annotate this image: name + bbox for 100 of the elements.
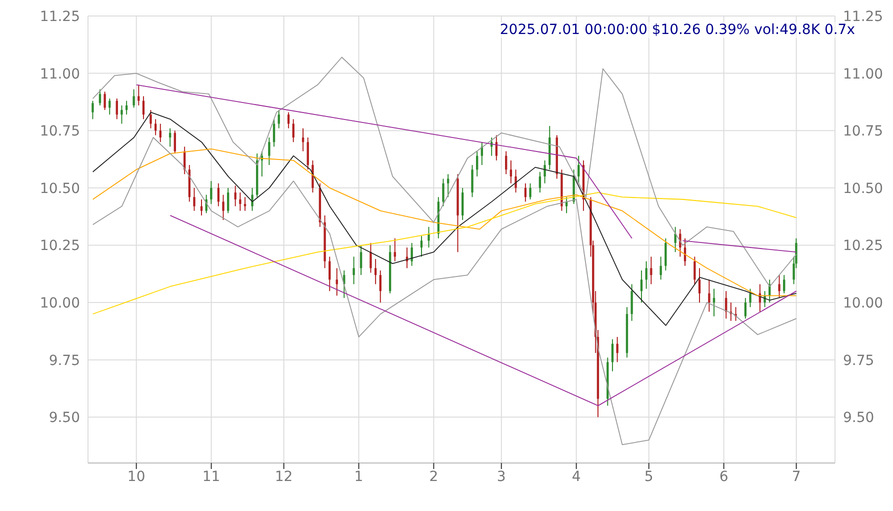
candlestick <box>292 118 294 143</box>
candlestick <box>138 84 140 106</box>
candlestick <box>640 270 643 304</box>
candlestick <box>159 123 162 143</box>
candlestick <box>471 164 474 198</box>
candlestick <box>205 194 208 214</box>
candlestick <box>116 98 118 120</box>
x-tick-label: 2 <box>429 468 438 485</box>
x-tick-label: 10 <box>127 468 146 485</box>
candlestick <box>200 198 203 216</box>
candlestick <box>328 256 331 292</box>
candlestick <box>529 182 532 200</box>
candlestick <box>92 100 94 120</box>
y-tick-label: 10.00 <box>40 296 80 312</box>
candlestick <box>462 187 464 221</box>
candlestick <box>272 118 276 148</box>
x-tick-label: 1 <box>354 468 364 485</box>
candlestick <box>749 288 752 308</box>
y2-tick-label: 10.25 <box>843 238 884 254</box>
candlestick <box>650 256 652 285</box>
y2-tick-label: 9.75 <box>843 352 874 369</box>
candlestick <box>306 136 309 170</box>
y-tick-label: 10.25 <box>40 238 80 254</box>
candlestick <box>251 187 254 212</box>
candlestick <box>360 244 362 276</box>
x-tick-label: 4 <box>572 468 581 485</box>
candlestick <box>268 136 270 166</box>
candlestick <box>222 194 224 221</box>
y2-tick-label: 9.50 <box>843 410 874 426</box>
y2-tick-label: 11.25 <box>843 8 884 25</box>
candlestick <box>410 242 413 266</box>
candlestick <box>210 180 212 204</box>
y-tick-label: 11.25 <box>40 8 80 25</box>
candlestick <box>287 112 290 129</box>
candlestick <box>234 185 236 207</box>
candlestick <box>168 128 172 148</box>
candlestick <box>428 226 430 248</box>
candlestick <box>244 196 246 212</box>
y2-tick-label: 10.00 <box>843 296 884 312</box>
candlestick <box>374 258 377 285</box>
candlestick <box>442 178 444 207</box>
candlestick <box>98 88 102 106</box>
candlestick <box>783 274 786 294</box>
candlestick <box>514 169 517 194</box>
candlestick <box>174 130 176 154</box>
y2-tick-label: 11.00 <box>843 66 884 82</box>
candlestick <box>239 192 242 212</box>
x-tick-label: 6 <box>719 468 728 485</box>
candlestick <box>694 256 696 285</box>
candlestick <box>645 260 648 290</box>
candlestick <box>446 174 450 198</box>
y-tick-label: 9.50 <box>48 410 80 426</box>
candlestick <box>664 238 667 271</box>
y-tick-label: 11.00 <box>40 66 80 82</box>
y-tick-label: 10.75 <box>40 124 80 140</box>
candlestick <box>132 88 135 108</box>
x-tick-label: 12 <box>274 468 293 485</box>
candlestick <box>352 256 355 285</box>
candlestick <box>712 288 716 317</box>
candlestick <box>420 236 423 258</box>
candlestick <box>578 155 580 184</box>
candlestick <box>336 268 338 296</box>
candlestick <box>660 256 662 280</box>
candlestick <box>217 182 220 207</box>
line-series <box>92 192 797 314</box>
candlestick <box>104 91 106 110</box>
candlestick <box>193 187 196 212</box>
candlestick <box>698 268 701 304</box>
candlestick <box>120 104 123 124</box>
candlestick <box>302 128 304 152</box>
candlestick <box>394 238 396 262</box>
x-tick-label: 3 <box>496 468 506 485</box>
line-series <box>92 112 797 326</box>
line-series <box>92 137 797 446</box>
candlestick <box>630 284 633 322</box>
candlestick <box>544 160 546 184</box>
candlestick <box>476 150 478 177</box>
candlestick <box>744 297 747 320</box>
candlestick <box>125 100 128 116</box>
candlestick <box>379 270 382 304</box>
x-tick-label: 5 <box>644 468 654 485</box>
y-tick-label: 9.75 <box>48 352 80 369</box>
x-tick-label: 11 <box>202 468 220 485</box>
x-tick-label: 7 <box>792 468 801 485</box>
candlestick <box>505 150 508 175</box>
y2-tick-label: 10.75 <box>843 124 884 140</box>
chart-title: 2025.07.01 00:00:00 $10.26 0.39% vol:49.8K 0.7x <box>500 22 855 38</box>
candlestick <box>370 242 372 274</box>
candlestick <box>611 338 614 372</box>
y-tick-label: 10.50 <box>40 180 80 197</box>
candlestick <box>312 160 314 194</box>
candlestick <box>150 109 152 129</box>
candlestick <box>538 171 542 194</box>
candlestick <box>764 290 766 308</box>
candlestick <box>142 96 145 120</box>
candlestick <box>524 182 527 202</box>
y2-tick-label: 10.50 <box>843 180 884 197</box>
candlestick <box>227 187 230 214</box>
candlestick <box>154 118 157 136</box>
candlestick <box>778 274 780 298</box>
